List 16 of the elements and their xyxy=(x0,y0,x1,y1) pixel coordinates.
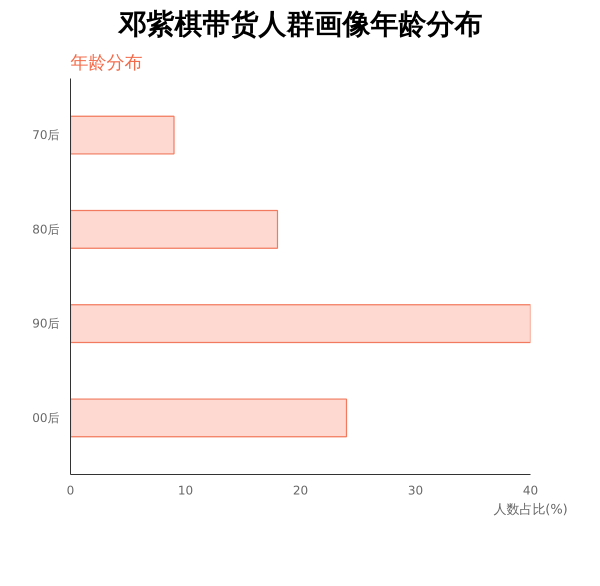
y-tick-label: 90后 xyxy=(32,316,60,331)
bar xyxy=(70,210,278,249)
x-tick-label: 20 xyxy=(292,484,308,498)
bar xyxy=(70,304,530,344)
x-tick-label: 30 xyxy=(408,484,424,498)
x-axis-title: 人数占比(%) xyxy=(493,502,568,518)
x-tick-label: 0 xyxy=(66,484,74,498)
y-tick-label: 80后 xyxy=(32,222,60,236)
chart-title: 邓紫棋带货人群画像年龄分布 xyxy=(118,8,482,40)
y-tick-label: 70后 xyxy=(32,128,60,142)
bar xyxy=(70,398,348,438)
chart-subtitle: 年龄分布 xyxy=(70,52,142,74)
bar xyxy=(70,116,175,155)
x-tick-label: 40 xyxy=(522,484,538,498)
x-tick-label: 10 xyxy=(178,484,194,498)
y-tick-label: 00后 xyxy=(32,410,60,425)
